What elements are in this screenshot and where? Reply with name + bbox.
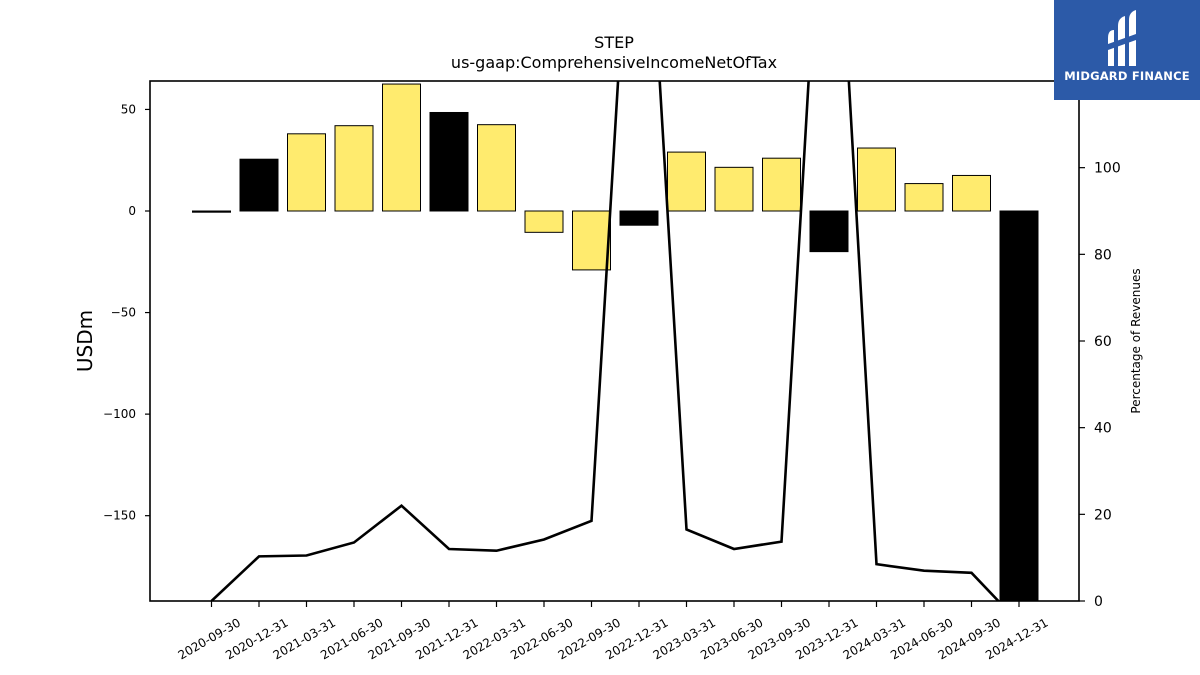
y2-tick-label-60: 60: [1094, 334, 1112, 350]
y-tick-label--50: −50: [111, 306, 136, 320]
y-tick-label--150: −150: [103, 509, 136, 523]
bar-2024-12-31: [999, 210, 1039, 601]
bar-2024-09-30: [952, 174, 991, 212]
bar-2021-12-31: [429, 111, 469, 212]
bar-2024-06-30: [904, 183, 944, 212]
y2-tick-label-80: 80: [1094, 247, 1112, 263]
y2-tick-label-0: 0: [1094, 594, 1103, 610]
bar-2023-06-30: [714, 166, 754, 212]
y-tick-label-50: 50: [121, 102, 136, 116]
bar-2023-12-31: [809, 210, 849, 253]
bar-2023-09-30: [762, 157, 801, 212]
percentage-line: [210, 81, 1001, 601]
y-tick-label-0: 0: [128, 204, 136, 218]
bar-2021-06-30: [334, 125, 374, 212]
bar-2024-03-31: [857, 147, 896, 212]
bar-2020-12-31: [239, 158, 279, 212]
logo-text: MIDGARD FINANCE: [1064, 69, 1190, 83]
bar-2021-09-30: [382, 83, 421, 212]
y-tick-label--100: −100: [103, 407, 136, 421]
y2-tick-label-100: 100: [1094, 161, 1121, 177]
y2-tick-label-20: 20: [1094, 507, 1112, 523]
y2-axis-label: Percentage of Revenues: [1129, 268, 1143, 413]
bar-2020-09-30: [192, 210, 231, 213]
y-axis-label: USDm: [73, 310, 97, 372]
bar-2021-03-31: [287, 133, 326, 212]
y2-tick-label-40: 40: [1094, 421, 1112, 437]
bar-2022-06-30: [524, 210, 564, 233]
logo-mark-icon: [1108, 10, 1136, 66]
bar-2022-03-31: [477, 124, 516, 212]
bar-2022-12-31: [619, 210, 659, 226]
bar-2022-09-30: [572, 210, 611, 271]
chart-subtitle: us-gaap:ComprehensiveIncomeNetOfTax: [451, 53, 777, 72]
plot-frame: [149, 80, 1080, 602]
chart-title: STEP: [594, 33, 634, 52]
bar-layer: [192, 83, 1039, 601]
midgard-finance-logo: MIDGARD FINANCE: [1054, 0, 1200, 100]
bar-2023-03-31: [667, 151, 706, 212]
line-layer: [210, 81, 1001, 601]
